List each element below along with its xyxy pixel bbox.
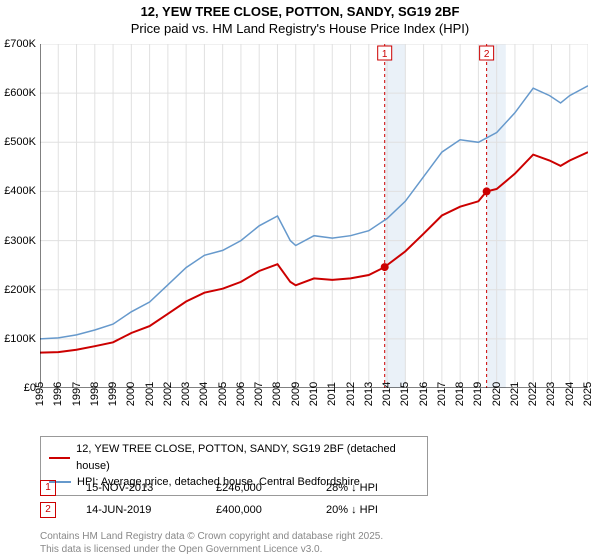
x-tick-label: 2001 <box>144 382 156 406</box>
footer-line-2: This data is licensed under the Open Gov… <box>40 543 383 556</box>
marker-row-2: 2 14-JUN-2019 £400,000 20% ↓ HPI <box>40 502 426 518</box>
x-tick-label: 2015 <box>399 382 411 406</box>
x-tick-label: 2002 <box>162 382 174 406</box>
y-tick-label: £400K <box>4 185 36 197</box>
y-tick-label: £600K <box>4 87 36 99</box>
marker-price-1: £246,000 <box>216 482 326 494</box>
x-tick-label: 1995 <box>34 382 46 406</box>
y-tick-label: £100K <box>4 333 36 345</box>
x-tick-label: 2019 <box>472 382 484 406</box>
marker-date-1: 15-NOV-2013 <box>86 482 216 494</box>
x-tick-label: 2004 <box>198 382 210 406</box>
x-tick-label: 1996 <box>52 382 64 406</box>
title-block: 12, YEW TREE CLOSE, POTTON, SANDY, SG19 … <box>0 0 600 38</box>
footer: Contains HM Land Registry data © Crown c… <box>40 530 383 556</box>
marker-pct-2: 20% ↓ HPI <box>326 504 426 516</box>
x-tick-label: 2025 <box>582 382 594 406</box>
x-tick-label: 2014 <box>381 382 393 406</box>
x-tick-label: 2003 <box>180 382 192 406</box>
x-tick-label: 2011 <box>326 382 338 406</box>
x-tick-label: 1998 <box>89 382 101 406</box>
chart-svg: 12 <box>40 44 588 388</box>
legend-row-1: 12, YEW TREE CLOSE, POTTON, SANDY, SG19 … <box>49 441 419 474</box>
marker-badge-2: 2 <box>40 502 56 518</box>
x-tick-label: 2018 <box>454 382 466 406</box>
x-tick-label: 2007 <box>253 382 265 406</box>
x-tick-label: 2022 <box>527 382 539 406</box>
svg-text:1: 1 <box>382 49 388 60</box>
x-tick-label: 2000 <box>125 382 137 406</box>
x-tick-label: 1999 <box>107 382 119 406</box>
legend-swatch-1 <box>49 457 70 459</box>
footer-line-1: Contains HM Land Registry data © Crown c… <box>40 530 383 543</box>
x-tick-label: 2024 <box>564 382 576 406</box>
x-tick-label: 2020 <box>491 382 503 406</box>
marker-date-2: 14-JUN-2019 <box>86 504 216 516</box>
svg-text:2: 2 <box>484 49 490 60</box>
y-tick-label: £200K <box>4 284 36 296</box>
title-address: 12, YEW TREE CLOSE, POTTON, SANDY, SG19 … <box>0 4 600 21</box>
container: 12, YEW TREE CLOSE, POTTON, SANDY, SG19 … <box>0 0 600 560</box>
x-tick-label: 2005 <box>217 382 229 406</box>
marker-row-1: 1 15-NOV-2013 £246,000 28% ↓ HPI <box>40 480 426 496</box>
x-tick-label: 2012 <box>345 382 357 406</box>
x-tick-label: 2021 <box>509 382 521 406</box>
x-tick-label: 2023 <box>545 382 557 406</box>
chart: 12 £0£100K£200K£300K£400K£500K£600K£700K… <box>40 44 588 388</box>
title-subtitle: Price paid vs. HM Land Registry's House … <box>0 21 600 38</box>
legend-label-1: 12, YEW TREE CLOSE, POTTON, SANDY, SG19 … <box>76 441 419 474</box>
x-tick-label: 2010 <box>308 382 320 406</box>
x-tick-label: 2016 <box>418 382 430 406</box>
x-tick-label: 2006 <box>235 382 247 406</box>
marker-badge-1: 1 <box>40 480 56 496</box>
x-tick-label: 2017 <box>436 382 448 406</box>
y-tick-label: £300K <box>4 235 36 247</box>
y-tick-label: £500K <box>4 136 36 148</box>
marker-pct-1: 28% ↓ HPI <box>326 482 426 494</box>
x-tick-label: 1997 <box>71 382 83 406</box>
x-tick-label: 2013 <box>363 382 375 406</box>
x-tick-label: 2008 <box>271 382 283 406</box>
y-tick-label: £700K <box>4 38 36 50</box>
x-tick-label: 2009 <box>290 382 302 406</box>
marker-price-2: £400,000 <box>216 504 326 516</box>
